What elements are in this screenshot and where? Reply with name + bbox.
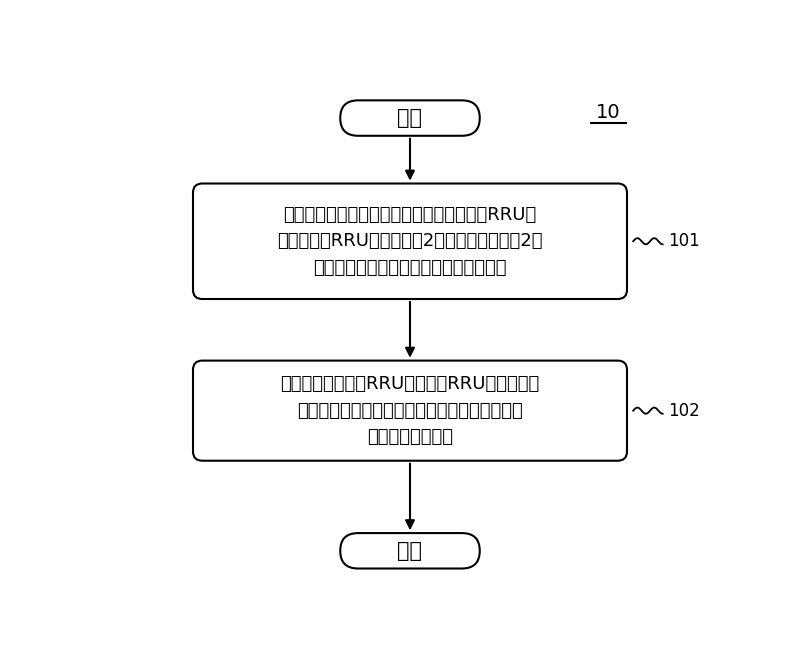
Text: 10: 10 (596, 103, 621, 121)
Text: 开始: 开始 (398, 108, 422, 128)
FancyBboxPatch shape (340, 533, 480, 568)
FancyBboxPatch shape (193, 361, 627, 461)
Text: 101: 101 (668, 232, 700, 250)
Text: 102: 102 (668, 402, 700, 420)
FancyBboxPatch shape (193, 184, 627, 299)
Text: 结束: 结束 (398, 541, 422, 561)
Text: 当所述一个或多个RRU中的一个RRU与所述本小
区基站之间的通信失败时，利用所述至少一个其
他基站来继续通信: 当所述一个或多个RRU中的一个RRU与所述本小 区基站之间的通信失败时，利用所述… (280, 375, 540, 446)
Text: 将本小区基站下的一个或多个远端拉远单元RRU中
的至少一个RRU连接到至少2个基站，所述至少2个
基站包括本小区基站和至少一个其他基站: 将本小区基站下的一个或多个远端拉远单元RRU中 的至少一个RRU连接到至少2个基… (278, 206, 542, 276)
FancyBboxPatch shape (340, 100, 480, 136)
